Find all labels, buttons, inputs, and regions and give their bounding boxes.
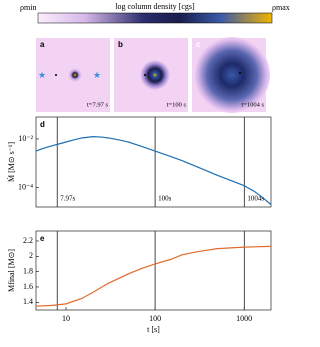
panel-time: t=1004 s (241, 101, 264, 108)
marker-label: 1004s (247, 195, 264, 203)
dot (55, 74, 57, 76)
y-tick-label: 10⁻² (18, 134, 33, 143)
y-tick-label: 10⁻⁴ (18, 182, 33, 191)
panel-b: b t=100 s (114, 38, 188, 112)
panel-time: t=7.97 s (87, 101, 108, 108)
figure: ρmin log column density [cgs] ρmax ★ ★ a… (7, 2, 290, 334)
x-tick-label: 1000 (236, 314, 252, 323)
data-line (35, 136, 272, 206)
core (194, 37, 270, 113)
star: ★ (93, 70, 101, 80)
star: ★ (38, 70, 46, 80)
x-tick-label: 100 (149, 314, 161, 323)
panel-a: ★ ★ a t=7.97 s (36, 38, 110, 112)
colorbar-max: ρmax (272, 3, 290, 12)
marker-label: 100s (158, 195, 172, 203)
colorbar-min: ρmin (20, 3, 36, 12)
y-tick-label: 2 (29, 251, 33, 260)
y-axis-label: Ṁ [M⊙ s⁻¹] (7, 142, 16, 182)
panel-time: t=100 s (167, 101, 187, 108)
colorbar (37, 12, 273, 24)
data-line (35, 245, 272, 307)
x-axis-label: t [s] (147, 325, 160, 334)
panel-label: e (40, 234, 45, 243)
plot-frame (35, 116, 272, 208)
y-tick-label: 1.8 (23, 266, 33, 275)
panel-c: c t=1004 s (192, 37, 270, 113)
panel-label: d (40, 120, 45, 129)
dot (144, 74, 146, 76)
y-tick-label: 1.4 (23, 297, 33, 306)
panel-label: b (118, 40, 123, 49)
colorbar-label: log column density [cgs] (115, 2, 195, 11)
plot-frame (35, 230, 272, 311)
y-tick-label: 2.2 (23, 236, 33, 245)
core (68, 68, 82, 82)
core (140, 60, 170, 90)
panel-label: c (196, 40, 201, 49)
y-axis-label: Mfinal [M⊙] (7, 249, 16, 292)
y-tick-label: 1.6 (23, 282, 33, 291)
panel-label: a (40, 40, 45, 49)
x-tick-label: 10 (62, 314, 70, 323)
dot (239, 72, 241, 74)
marker-label: 7.97s (60, 195, 75, 203)
